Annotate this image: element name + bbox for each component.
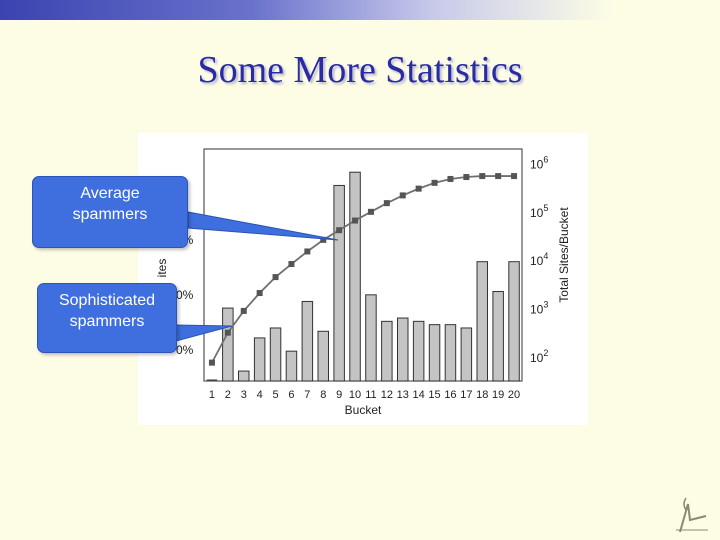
left-tick-label: 0% <box>176 288 194 302</box>
line-point-1 <box>208 359 215 366</box>
line-point-7 <box>304 248 311 255</box>
corner-logo-icon <box>676 497 708 533</box>
line-point-8 <box>320 236 327 243</box>
bar-16 <box>444 324 457 382</box>
bar-12 <box>381 320 393 382</box>
x-tick-label: 4 <box>257 389 263 401</box>
x-tick-label: 10 <box>349 389 361 401</box>
callout-average-line1: Average <box>80 185 140 202</box>
bar-6 <box>285 350 298 382</box>
line-point-11 <box>367 208 374 215</box>
x-tick-label: 14 <box>413 389 425 401</box>
chart-panel: 1 2 3 4 5 6 7 8 9 10 11 12 13 14 15 16 17 18 19 20 Bucket 102… <box>138 133 588 425</box>
right-axis-label: Total Sites/Bucket <box>557 207 571 303</box>
left-axis-label-partial: ites <box>155 259 169 278</box>
bar-11 <box>365 294 377 382</box>
line-point-14 <box>415 185 422 192</box>
line-point-15 <box>431 179 438 186</box>
bar-2 <box>222 307 234 382</box>
bar-15 <box>428 324 441 382</box>
x-tick-label: 19 <box>492 389 504 401</box>
callout-average-spammers: Average spammers <box>32 176 188 248</box>
x-tick-label: 6 <box>288 389 294 401</box>
top-band <box>0 0 720 20</box>
right-tick-label: 103 <box>530 300 548 317</box>
bar-17 <box>460 327 473 382</box>
line-point-5 <box>272 274 279 281</box>
line-point-3 <box>240 307 247 314</box>
x-tick-label: 20 <box>508 389 520 401</box>
bar-4 <box>253 337 266 382</box>
x-tick-label: 1 <box>209 389 215 401</box>
bar-3 <box>238 370 250 382</box>
callout-sophisticated-line2: spammers <box>69 313 145 330</box>
callout-average-line2: spammers <box>72 206 148 223</box>
callout-average-pointer <box>187 211 339 241</box>
x-tick-label: 17 <box>460 389 472 401</box>
bar-7 <box>301 300 314 382</box>
x-tick-label: 5 <box>272 389 278 401</box>
x-tick-label: 16 <box>444 389 456 401</box>
bar-9 <box>333 184 345 382</box>
x-tick-label: 15 <box>428 389 440 401</box>
bar-18 <box>476 261 488 382</box>
right-tick-label: 106 <box>530 155 548 172</box>
bar-20 <box>508 261 520 382</box>
plot-frame <box>203 148 523 382</box>
x-tick-label: 2 <box>225 389 231 401</box>
x-tick-label: 13 <box>397 389 409 401</box>
callout-sophisticated-line1: Sophisticated <box>58 292 156 309</box>
x-tick-label: 3 <box>241 389 247 401</box>
line-point-19 <box>495 173 502 180</box>
right-tick-label: 102 <box>530 348 548 365</box>
line-point-2 <box>224 329 231 336</box>
x-tick-label: 7 <box>304 389 310 401</box>
right-tick-label: 104 <box>530 251 548 268</box>
line-point-10 <box>352 217 359 224</box>
x-tick-label: 12 <box>381 389 393 401</box>
line-point-12 <box>383 200 390 207</box>
bar-14 <box>412 320 425 382</box>
left-tick-label: 0% <box>176 343 194 357</box>
x-axis-label: Bucket <box>345 403 382 417</box>
bar-8 <box>317 330 329 382</box>
line-point-17 <box>463 174 470 181</box>
bar-5 <box>269 327 282 382</box>
slide-title: Some More Statistics <box>197 49 523 91</box>
bar-19 <box>492 291 504 382</box>
x-tick-label: 8 <box>320 389 326 401</box>
line-point-9 <box>336 227 343 234</box>
bar-13 <box>397 317 409 382</box>
callout-sophisticated-spammers: Sophisticated spammers <box>37 283 177 353</box>
line-point-20 <box>511 173 518 180</box>
line-point-4 <box>256 290 263 297</box>
right-tick-label: 105 <box>530 203 548 220</box>
x-tick-label: 11 <box>365 389 376 401</box>
line-point-18 <box>479 173 486 180</box>
line-point-13 <box>399 192 406 199</box>
bar-10 <box>349 171 361 382</box>
line-point-16 <box>447 175 454 182</box>
line-point-6 <box>288 261 295 268</box>
chart: 1 2 3 4 5 6 7 8 9 10 11 12 13 14 15 16 17 18 19 20Bucket102… <box>155 148 571 417</box>
x-tick-label: 9 <box>336 389 342 401</box>
x-tick-label: 18 <box>476 389 488 401</box>
